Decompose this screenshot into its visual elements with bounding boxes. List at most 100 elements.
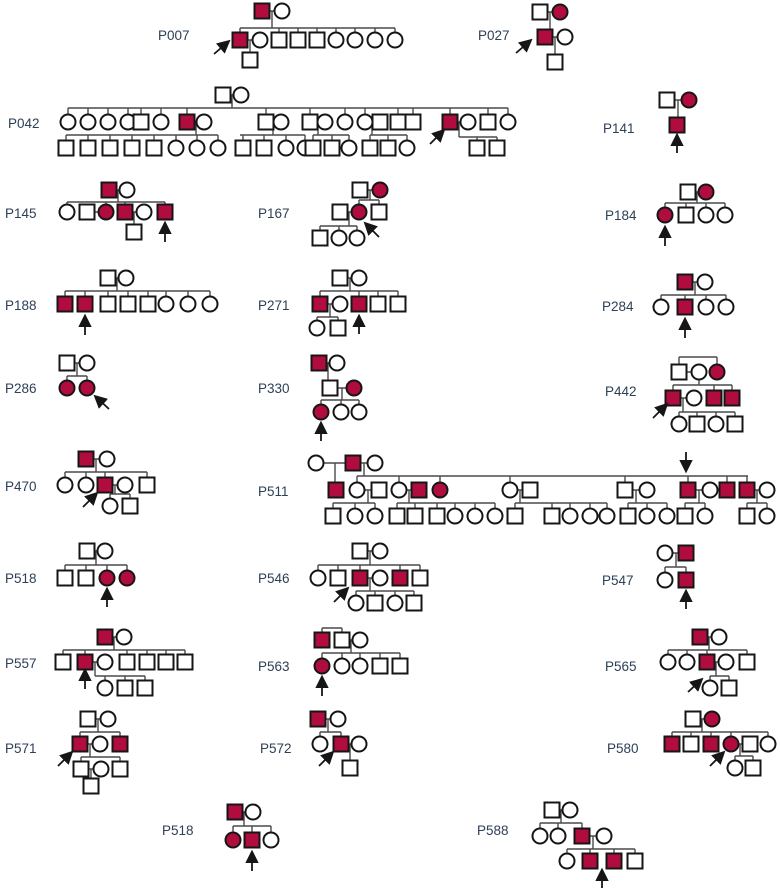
female-unaffected-symbol [79,113,97,131]
female-unaffected-symbol [697,298,715,316]
female-unaffected-symbol [56,476,74,494]
female-unaffected-symbol [91,735,109,753]
female-unaffected-symbol [96,679,114,697]
female-affected-symbol [371,181,389,199]
proband-arrow [709,750,726,767]
female-unaffected-symbol [561,801,579,819]
male-unaffected-symbol [391,657,409,675]
male-unaffected-symbol [720,679,738,697]
male-unaffected-symbol [676,507,694,525]
female-unaffected-symbol [348,481,366,499]
proband-arrow [515,38,533,54]
female-unaffected-symbol [244,803,262,821]
female-unaffected-symbol [726,759,744,777]
female-unaffected-symbol [309,569,327,587]
female-unaffected-symbol [758,507,776,525]
pedigree-label: P557 [5,656,37,671]
female-unaffected-symbol [659,653,677,671]
female-affected-symbol [431,481,449,499]
female-unaffected-symbol [351,631,369,649]
male-unaffected-symbol [405,594,423,612]
pedigree-P330: P330 [258,354,368,441]
female-affected-symbol [313,657,331,675]
male-unaffected-symbol [255,139,273,157]
pedigree-P271: P271 [258,269,407,337]
female-affected-symbol [656,206,674,224]
male-affected-symbol [691,628,709,646]
female-unaffected-symbol [638,481,656,499]
female-unaffected-symbol [232,86,250,104]
male-unaffected-symbol [670,363,688,381]
female-unaffected-symbol [329,710,347,728]
male-affected-symbol [56,295,74,313]
male-unaffected-symbol [138,476,156,494]
male-unaffected-symbol [321,379,339,397]
pedigree-P188: P188 [5,269,219,335]
pedigree-label: P286 [5,381,37,396]
male-unaffected-symbol [132,113,150,131]
female-unaffected-symbol [652,298,670,316]
female-unaffected-symbol [316,113,334,131]
male-unaffected-symbol [331,269,349,287]
male-unaffected-symbol [468,139,486,157]
male-affected-symbol [111,735,129,753]
pedigree-P141: P141 [603,91,698,153]
pedigree-label: P145 [5,206,37,221]
pedigree-label: P546 [258,571,290,586]
male-affected-symbol [351,569,369,587]
male-unaffected-symbol [682,735,700,753]
female-affected-symbol [680,91,698,109]
male-unaffected-symbol [531,3,549,21]
pedigree-label: P571 [5,741,37,756]
pedigree-label: P007 [158,28,190,43]
female-unaffected-symbol [716,206,734,224]
female-unaffected-symbol [332,403,350,421]
female-unaffected-symbol [195,113,213,131]
female-unaffected-symbol [595,827,613,845]
pedigree-label: P588 [477,823,509,838]
female-unaffected-symbol [96,653,114,671]
male-unaffected-symbol [125,223,143,241]
male-unaffected-symbol [123,139,141,157]
pedigree-label: P518 [5,571,37,586]
female-unaffected-symbol [598,507,616,525]
female-unaffected-symbol [398,139,416,157]
proband-arrow [318,750,335,767]
female-unaffected-symbol [758,481,776,499]
female-unaffected-symbol [690,363,708,381]
male-affected-symbol [327,481,345,499]
male-affected-symbol [77,450,95,468]
female-unaffected-symbol [167,139,185,157]
female-unaffected-symbol [117,269,135,287]
male-affected-symbol [76,295,94,313]
female-unaffected-symbol [701,679,719,697]
proband-arrow [363,221,380,238]
proband-arrow [57,750,74,767]
female-affected-symbol [551,3,569,21]
male-unaffected-symbol [78,203,96,221]
pedigree-label: P511 [258,484,289,499]
female-unaffected-symbol [466,507,484,525]
pedigree-P145: P145 [5,181,174,242]
proband-arrow [213,39,231,55]
male-unaffected-symbol [679,183,697,201]
male-unaffected-symbol [370,203,388,221]
male-unaffected-symbol [741,735,759,753]
female-unaffected-symbol [101,497,119,515]
male-affected-symbol [243,831,261,849]
male-unaffected-symbol [333,631,351,649]
pedigree-label: P184 [605,208,637,223]
female-unaffected-symbol [99,710,117,728]
female-unaffected-symbol [59,113,77,131]
male-unaffected-symbol [389,295,407,313]
female-unaffected-symbol [386,31,404,49]
female-unaffected-symbol [558,852,576,870]
pedigree-P557: P557 [5,628,194,697]
male-affected-symbol [605,852,623,870]
male-unaffected-symbol [176,653,194,671]
pedigree-P518a: P518 [5,542,136,607]
pedigree-P442: P442 [605,356,744,433]
male-affected-symbol [664,389,682,407]
male-affected-symbol [573,827,591,845]
